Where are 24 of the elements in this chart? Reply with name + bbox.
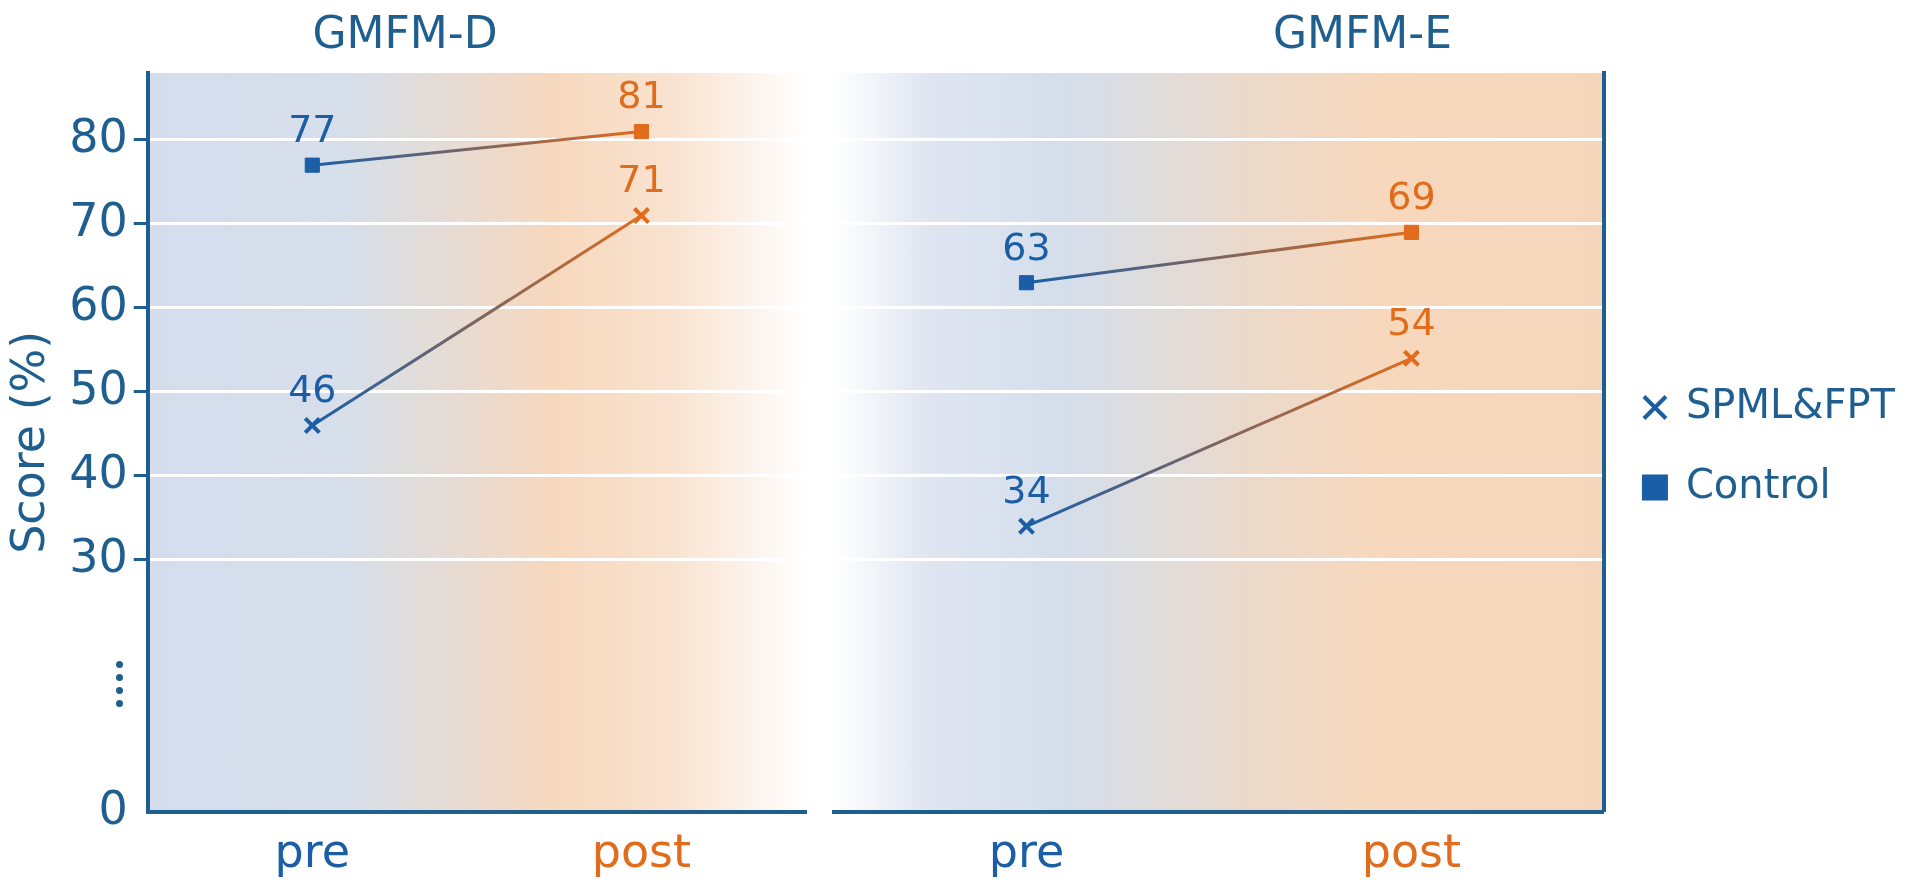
data-label: 34 — [1002, 468, 1051, 513]
data-label: 77 — [288, 107, 337, 152]
data-label: 81 — [617, 73, 666, 118]
data-label: 46 — [288, 367, 337, 412]
x-tick-label: pre — [988, 824, 1065, 879]
x-tick-label: post — [1361, 824, 1462, 879]
chart-title: GMFM-E — [1272, 6, 1453, 58]
y-tick-label: 50 — [69, 360, 128, 415]
legend-label: SPML&FPT — [1685, 380, 1896, 427]
x-tick-label: pre — [274, 824, 350, 879]
data-label: 63 — [1002, 224, 1051, 269]
data-label: 54 — [1387, 300, 1436, 345]
y-tick-label: 80 — [69, 108, 128, 163]
data-label: 71 — [617, 157, 666, 202]
y-tick-label: 60 — [69, 276, 128, 331]
chart-title: GMFM-D — [312, 6, 498, 58]
x-tick-label: post — [591, 824, 692, 879]
y-tick-label: 0 — [98, 780, 128, 835]
y-tick-label: 70 — [69, 192, 128, 247]
legend-label: Control — [1685, 460, 1831, 507]
y-tick-label: 30 — [69, 528, 128, 583]
data-label: 69 — [1387, 174, 1436, 219]
y-tick-label: 40 — [69, 444, 128, 499]
y-axis-title: Score (%) — [0, 330, 55, 554]
